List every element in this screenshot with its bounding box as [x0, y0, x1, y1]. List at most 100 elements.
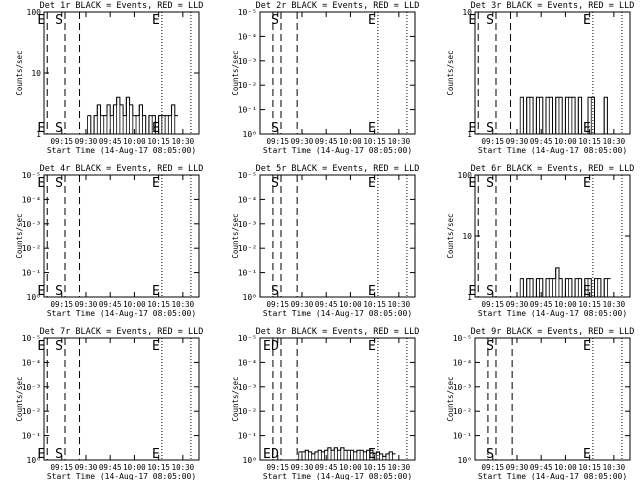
x-tick-label: 09:30 [75, 137, 98, 146]
x-axis-label: Start Time (14-Aug-17 08:05:00) [47, 472, 196, 480]
detector-panel-7: Det 7r BLACK = Events, RED = LLD 10⁰ 10⁻¹ 1… [15, 327, 203, 480]
y-tick-label: 10⁰ [243, 293, 257, 302]
y-axis-label: Counts/sec [231, 213, 240, 258]
x-axis-label: Start Time (14-Aug-17 08:05:00) [47, 309, 196, 318]
detector-panel-2: Det 2r BLACK = Events, RED = LLD 10⁰ 10⁻¹ 1… [231, 1, 419, 155]
marker-label-bottom: E [468, 121, 476, 136]
marker-label-bottom: S [271, 121, 279, 136]
y-tick-label: 10⁻³ [453, 383, 472, 392]
marker-label-top: E [152, 176, 160, 191]
marker-label-top: S [55, 339, 63, 354]
y-tick-label: 10⁻⁴ [238, 32, 257, 41]
y-axis-label: Counts/sec [446, 50, 455, 95]
detector-panel-9: Det 9r BLACK = Events, RED = LLD 10⁰ 10⁻¹ 1… [446, 327, 634, 480]
y-tick-label: 10⁻⁵ [453, 334, 472, 343]
marker-label-bottom: D [271, 447, 279, 462]
x-tick-label: 09:45 [99, 137, 122, 146]
y-axis-label: Counts/sec [15, 213, 24, 258]
y-tick-label: 10⁰ [458, 456, 472, 465]
y-axis-label: Counts/sec [446, 376, 455, 421]
marker-label-top: E [583, 339, 591, 354]
marker-label-bottom: E [368, 447, 376, 462]
marker-label-bottom: S [486, 121, 494, 136]
marker-label-top: E [263, 339, 271, 354]
marker-label-bottom: E [37, 121, 45, 136]
y-tick-label: 10⁻¹ [22, 269, 41, 278]
x-tick-label: 10:15 [363, 137, 386, 146]
marker-label-bottom: S [486, 284, 494, 299]
y-tick-label: 1 [467, 130, 472, 139]
x-tick-label: 10:30 [388, 137, 411, 146]
marker-label-top: E [583, 176, 591, 191]
marker-label-bottom: E [368, 121, 376, 136]
x-tick-label: 10:30 [172, 300, 195, 309]
x-tick-label: 09:15 [481, 463, 504, 472]
x-tick-label: 10:00 [339, 463, 362, 472]
x-tick-label: 09:15 [266, 463, 289, 472]
y-axis-label: Counts/sec [15, 376, 24, 421]
x-axis-label: Start Time (14-Aug-17 08:05:00) [263, 309, 412, 318]
y-tick-label: 10⁻⁵ [22, 334, 41, 343]
marker-label-top: E [152, 13, 160, 28]
x-tick-label: 09:45 [530, 463, 553, 472]
y-tick-label: 10⁻² [22, 407, 41, 416]
marker-label-top: S [486, 176, 494, 191]
x-tick-label: 10:15 [363, 300, 386, 309]
plot-frame [474, 337, 631, 461]
marker-label-top: E [468, 13, 476, 28]
y-tick-label: 10 [462, 8, 472, 17]
marker-label-bottom: E [468, 284, 476, 299]
x-tick-label: 09:30 [75, 300, 98, 309]
x-tick-label: 09:45 [315, 463, 338, 472]
marker-label-top: S [271, 176, 279, 191]
y-tick-label: 100 [458, 171, 473, 180]
y-tick-label: 10⁻² [22, 244, 41, 253]
panel-title: Det 3r BLACK = Events, RED = LLD [471, 1, 635, 11]
x-tick-label: 09:30 [506, 137, 529, 146]
x-tick-label: 10:30 [388, 463, 411, 472]
plot-frame [259, 337, 416, 461]
marker-label-bottom: E [583, 447, 591, 462]
y-tick-label: 10⁻³ [22, 220, 41, 229]
x-tick-label: 10:00 [123, 137, 146, 146]
y-tick-label: 10⁻² [238, 407, 257, 416]
x-tick-label: 10:15 [363, 463, 386, 472]
x-tick-label: 09:45 [530, 137, 553, 146]
y-tick-label: 10⁻³ [238, 220, 257, 229]
x-tick-label: 10:00 [339, 137, 362, 146]
marker-label-bottom: S [55, 121, 63, 136]
x-tick-label: 09:30 [506, 300, 529, 309]
x-tick-label: 09:30 [291, 300, 314, 309]
plot-frame [43, 174, 200, 298]
detector-panel-3: Det 3r BLACK = Events, RED = LLD 1 10 Count… [446, 1, 634, 155]
y-tick-label: 10⁻⁵ [238, 8, 257, 17]
marker-label-top: E [368, 339, 376, 354]
x-tick-label: 09:15 [481, 300, 504, 309]
marker-label-top: S [55, 13, 63, 28]
x-tick-label: 09:15 [266, 137, 289, 146]
x-tick-label: 10:00 [123, 463, 146, 472]
marker-label-bottom: E [37, 447, 45, 462]
panel-title: Det 7r BLACK = Events, RED = LLD [40, 327, 204, 337]
panel-title: Det 8r BLACK = Events, RED = LLD [256, 327, 420, 337]
y-tick-label: 10⁻¹ [238, 269, 257, 278]
y-tick-label: 10⁰ [243, 130, 257, 139]
x-axis-label: Start Time (14-Aug-17 08:05:00) [478, 146, 627, 155]
plot-frame [259, 174, 416, 298]
series-line [520, 96, 611, 135]
detector-panel-6: Det 6r BLACK = Events, RED = LLD 1 10 100 Co… [446, 164, 634, 318]
x-axis-label: Start Time (14-Aug-17 08:05:00) [478, 472, 627, 480]
x-tick-label: 10:00 [554, 463, 577, 472]
y-tick-label: 10⁻⁴ [238, 358, 257, 367]
y-axis-label: Counts/sec [15, 50, 24, 95]
x-tick-label: 10:30 [603, 300, 626, 309]
x-tick-label: 10:30 [172, 137, 195, 146]
marker-label-bottom: S [55, 447, 63, 462]
x-tick-label: 10:15 [578, 300, 601, 309]
marker-label-top: S [55, 176, 63, 191]
y-tick-label: 10⁻¹ [22, 432, 41, 441]
panel-title: Det 9r BLACK = Events, RED = LLD [471, 327, 635, 337]
marker-label-bottom: S [271, 284, 279, 299]
x-tick-label: 10:00 [554, 137, 577, 146]
x-tick-label: 09:45 [99, 300, 122, 309]
